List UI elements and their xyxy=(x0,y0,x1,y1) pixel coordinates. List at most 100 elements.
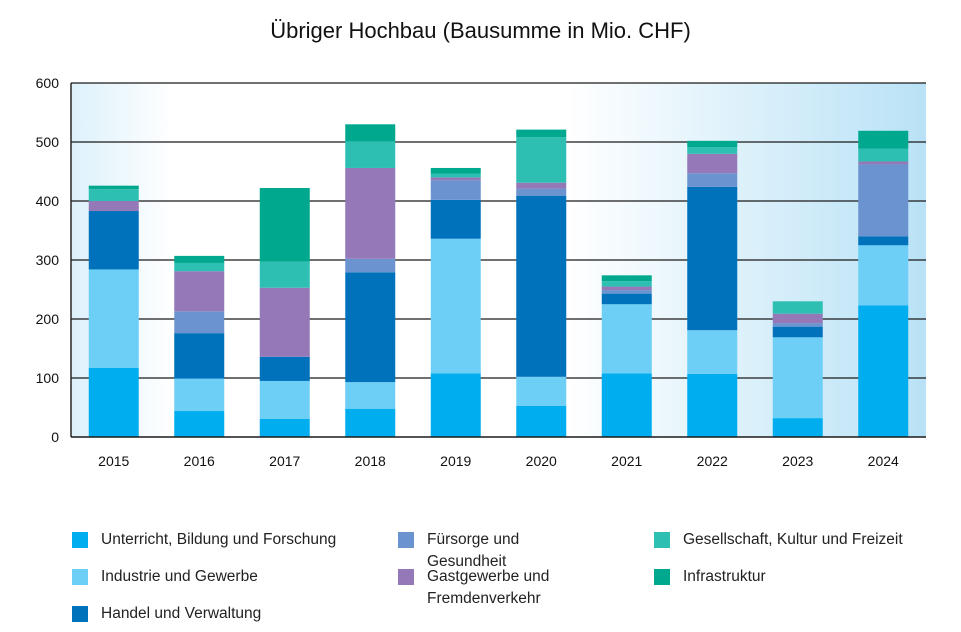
legend-swatch xyxy=(72,569,88,585)
legend-item: Industrie und Gewerbe xyxy=(72,566,381,588)
chart-title: Übriger Hochbau (Bausumme in Mio. CHF) xyxy=(270,18,691,43)
legend-swatch xyxy=(654,532,670,548)
bar-segment xyxy=(430,238,481,374)
bar-segment xyxy=(772,323,823,327)
bar-segment xyxy=(345,408,396,437)
bar-segment xyxy=(858,305,909,437)
bar-segment xyxy=(174,378,225,412)
legend-label: Gesellschaft, Kultur und Freizeit xyxy=(683,531,903,548)
bar-segment xyxy=(345,124,396,142)
bar-segment xyxy=(601,373,652,437)
bar-segment xyxy=(687,330,738,374)
bar-segment xyxy=(858,236,909,246)
bar-segment xyxy=(430,373,481,437)
bar-segment xyxy=(430,180,481,200)
bar-segment xyxy=(772,301,823,314)
bar-segment xyxy=(174,333,225,379)
legend-swatch xyxy=(398,532,414,548)
bar-segment xyxy=(516,376,567,406)
bar-stack xyxy=(687,140,738,437)
bar-segment xyxy=(601,281,652,287)
bar-segment xyxy=(516,129,567,138)
legend-label: Handel und Verwaltung xyxy=(101,605,262,622)
bar-segment xyxy=(687,186,738,331)
legend-item: Unterricht, Bildung und Forschung xyxy=(72,529,381,551)
bar-segment xyxy=(259,418,310,437)
bar-segment xyxy=(430,173,481,178)
bar-segment xyxy=(430,199,481,239)
bar-segment xyxy=(259,356,310,381)
bar-segment xyxy=(345,382,396,409)
legend-label: Industrie und Gewerbe xyxy=(101,568,258,585)
bar-segment xyxy=(858,245,909,306)
bar-segment xyxy=(601,290,652,294)
bar-segment xyxy=(858,164,909,237)
bar-stack xyxy=(259,188,310,437)
bar-segment xyxy=(259,380,310,419)
bar-segment xyxy=(601,275,652,282)
x-tick-label: 2015 xyxy=(98,453,129,469)
bar-stack xyxy=(601,275,652,437)
bar-stack xyxy=(516,129,567,437)
bar-segment xyxy=(430,167,481,174)
legend-label: Fürsorge und Gesundheit xyxy=(427,531,520,570)
bar-segment xyxy=(345,167,396,259)
x-tick-label: 2018 xyxy=(355,453,386,469)
bar-segment xyxy=(174,255,225,263)
bar-segment xyxy=(858,130,909,149)
x-tick-label: 2023 xyxy=(782,453,813,469)
bar-stack xyxy=(430,167,481,437)
bar-segment xyxy=(601,286,652,291)
x-tick-label: 2016 xyxy=(184,453,215,469)
x-tick-label: 2021 xyxy=(611,453,642,469)
bar-segment xyxy=(601,293,652,305)
bar-segment xyxy=(259,287,310,357)
bar-segment xyxy=(88,211,139,270)
bar-segment xyxy=(88,269,139,368)
legend-swatch xyxy=(72,532,88,548)
bar-segment xyxy=(345,272,396,383)
y-tick-label: 200 xyxy=(36,311,60,327)
legend-item: Gastgewerbe und Fremdenverkehr xyxy=(398,566,602,610)
y-tick-label: 0 xyxy=(51,429,59,445)
y-tick-label: 400 xyxy=(36,193,60,209)
bar-segment xyxy=(516,137,567,183)
bar-stack xyxy=(858,130,909,437)
bar-segment xyxy=(174,311,225,334)
legend-swatch xyxy=(654,569,670,585)
bar-segment xyxy=(174,411,225,437)
bar-segment xyxy=(687,147,738,154)
bar-segment xyxy=(687,140,738,148)
legend-label: Infrastruktur xyxy=(683,568,766,585)
bar-segment xyxy=(174,262,225,272)
bar-stack xyxy=(772,301,823,437)
bar-segment xyxy=(858,148,909,162)
bar-segment xyxy=(88,189,139,201)
bar-segment xyxy=(687,173,738,187)
bar-segment xyxy=(516,405,567,437)
bar-segment xyxy=(345,141,396,168)
bar-segment xyxy=(88,185,139,190)
bar-stack xyxy=(88,185,139,437)
x-tick-label: 2022 xyxy=(697,453,728,469)
bar-segment xyxy=(516,188,567,196)
bar-segment xyxy=(772,326,823,338)
y-tick-label: 100 xyxy=(36,370,60,386)
bar-segment xyxy=(174,271,225,312)
legend-label: Gastgewerbe und Fremdenverkehr xyxy=(427,568,550,607)
bar-segment xyxy=(88,367,139,437)
bar-segment xyxy=(858,161,909,165)
bar-segment xyxy=(345,258,396,273)
legend-swatch xyxy=(398,569,414,585)
bar-segment xyxy=(516,195,567,377)
bar-segment xyxy=(772,313,823,324)
y-tick-label: 300 xyxy=(36,252,60,268)
bar-segment xyxy=(516,182,567,189)
bar-stack xyxy=(345,124,396,437)
bar-segment xyxy=(687,153,738,174)
bar-segment xyxy=(88,201,139,212)
legend-item: Gesellschaft, Kultur und Freizeit xyxy=(654,529,943,551)
bar-segment xyxy=(601,304,652,374)
